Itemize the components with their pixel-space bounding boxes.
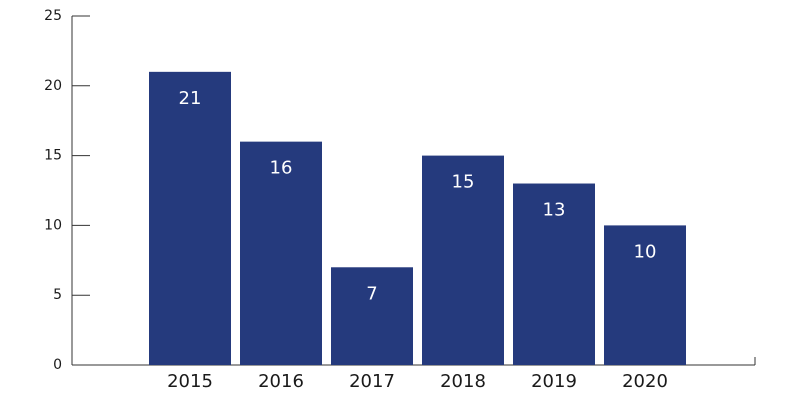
y-tick-label: 20	[44, 78, 62, 94]
x-tick-label: 2016	[258, 371, 304, 392]
y-tick-label: 15	[44, 148, 62, 164]
value-label: 13	[543, 200, 566, 221]
value-label: 16	[270, 158, 293, 179]
y-tick-label: 25	[44, 8, 62, 24]
value-label: 15	[452, 172, 475, 193]
value-label: 7	[366, 283, 377, 304]
y-tick-label: 10	[44, 217, 62, 233]
x-tick-label: 2020	[622, 371, 668, 392]
y-tick-label: 0	[53, 357, 62, 373]
bar	[331, 267, 413, 365]
bar	[513, 183, 595, 365]
bar	[149, 71, 231, 365]
x-tick-label: 2017	[349, 371, 395, 392]
value-label: 21	[179, 88, 202, 109]
x-tick-label: 2015	[167, 371, 213, 392]
bar	[604, 225, 686, 365]
x-tick-label: 2019	[531, 371, 577, 392]
x-tick-label: 2018	[440, 371, 486, 392]
value-label: 10	[634, 241, 657, 262]
y-tick-label: 5	[53, 287, 62, 303]
bar	[422, 155, 504, 365]
bar	[240, 141, 322, 365]
